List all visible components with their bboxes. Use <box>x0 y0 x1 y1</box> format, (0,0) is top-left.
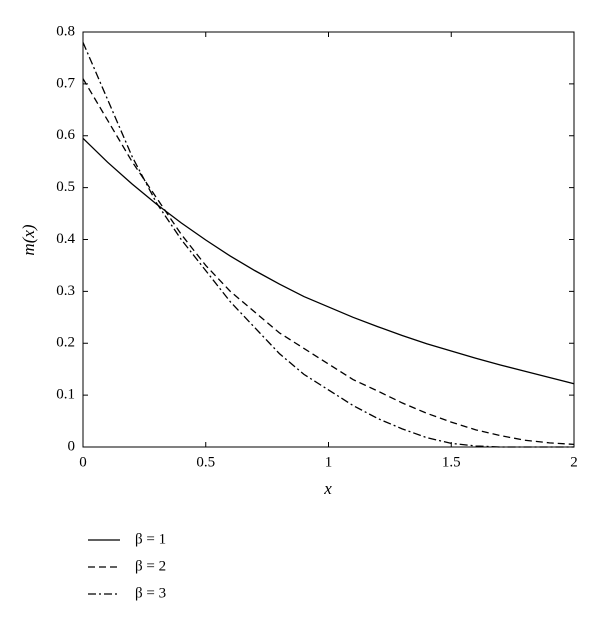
x-tick-label: 1.5 <box>442 454 461 470</box>
y-axis-label: m(x) <box>19 224 38 255</box>
y-tick-label: 0.3 <box>56 283 75 299</box>
x-tick-label: 2 <box>570 454 578 470</box>
line-series <box>82 137 575 385</box>
y-tick-label: 0.6 <box>56 127 75 143</box>
x-tick-label: 1 <box>325 454 333 470</box>
y-tick-label: 0.8 <box>56 23 75 39</box>
y-tick-label: 0 <box>68 438 76 454</box>
y-tick-label: 0.1 <box>56 387 75 403</box>
x-axis-label: x <box>323 479 332 498</box>
line-series <box>82 78 575 446</box>
y-tick-label: 0.4 <box>56 231 75 247</box>
x-tick-label: 0.5 <box>196 454 215 470</box>
legend-label: β = 2 <box>135 558 166 574</box>
y-tick-label: 0.7 <box>56 75 75 91</box>
line-series <box>82 42 574 448</box>
plot-frame <box>82 31 575 448</box>
legend-label: β = 1 <box>135 531 166 547</box>
x-tick-label: 0 <box>79 454 87 470</box>
y-tick-label: 0.5 <box>56 179 75 195</box>
legend-label: β = 3 <box>135 585 166 601</box>
y-tick-label: 0.2 <box>56 335 75 351</box>
